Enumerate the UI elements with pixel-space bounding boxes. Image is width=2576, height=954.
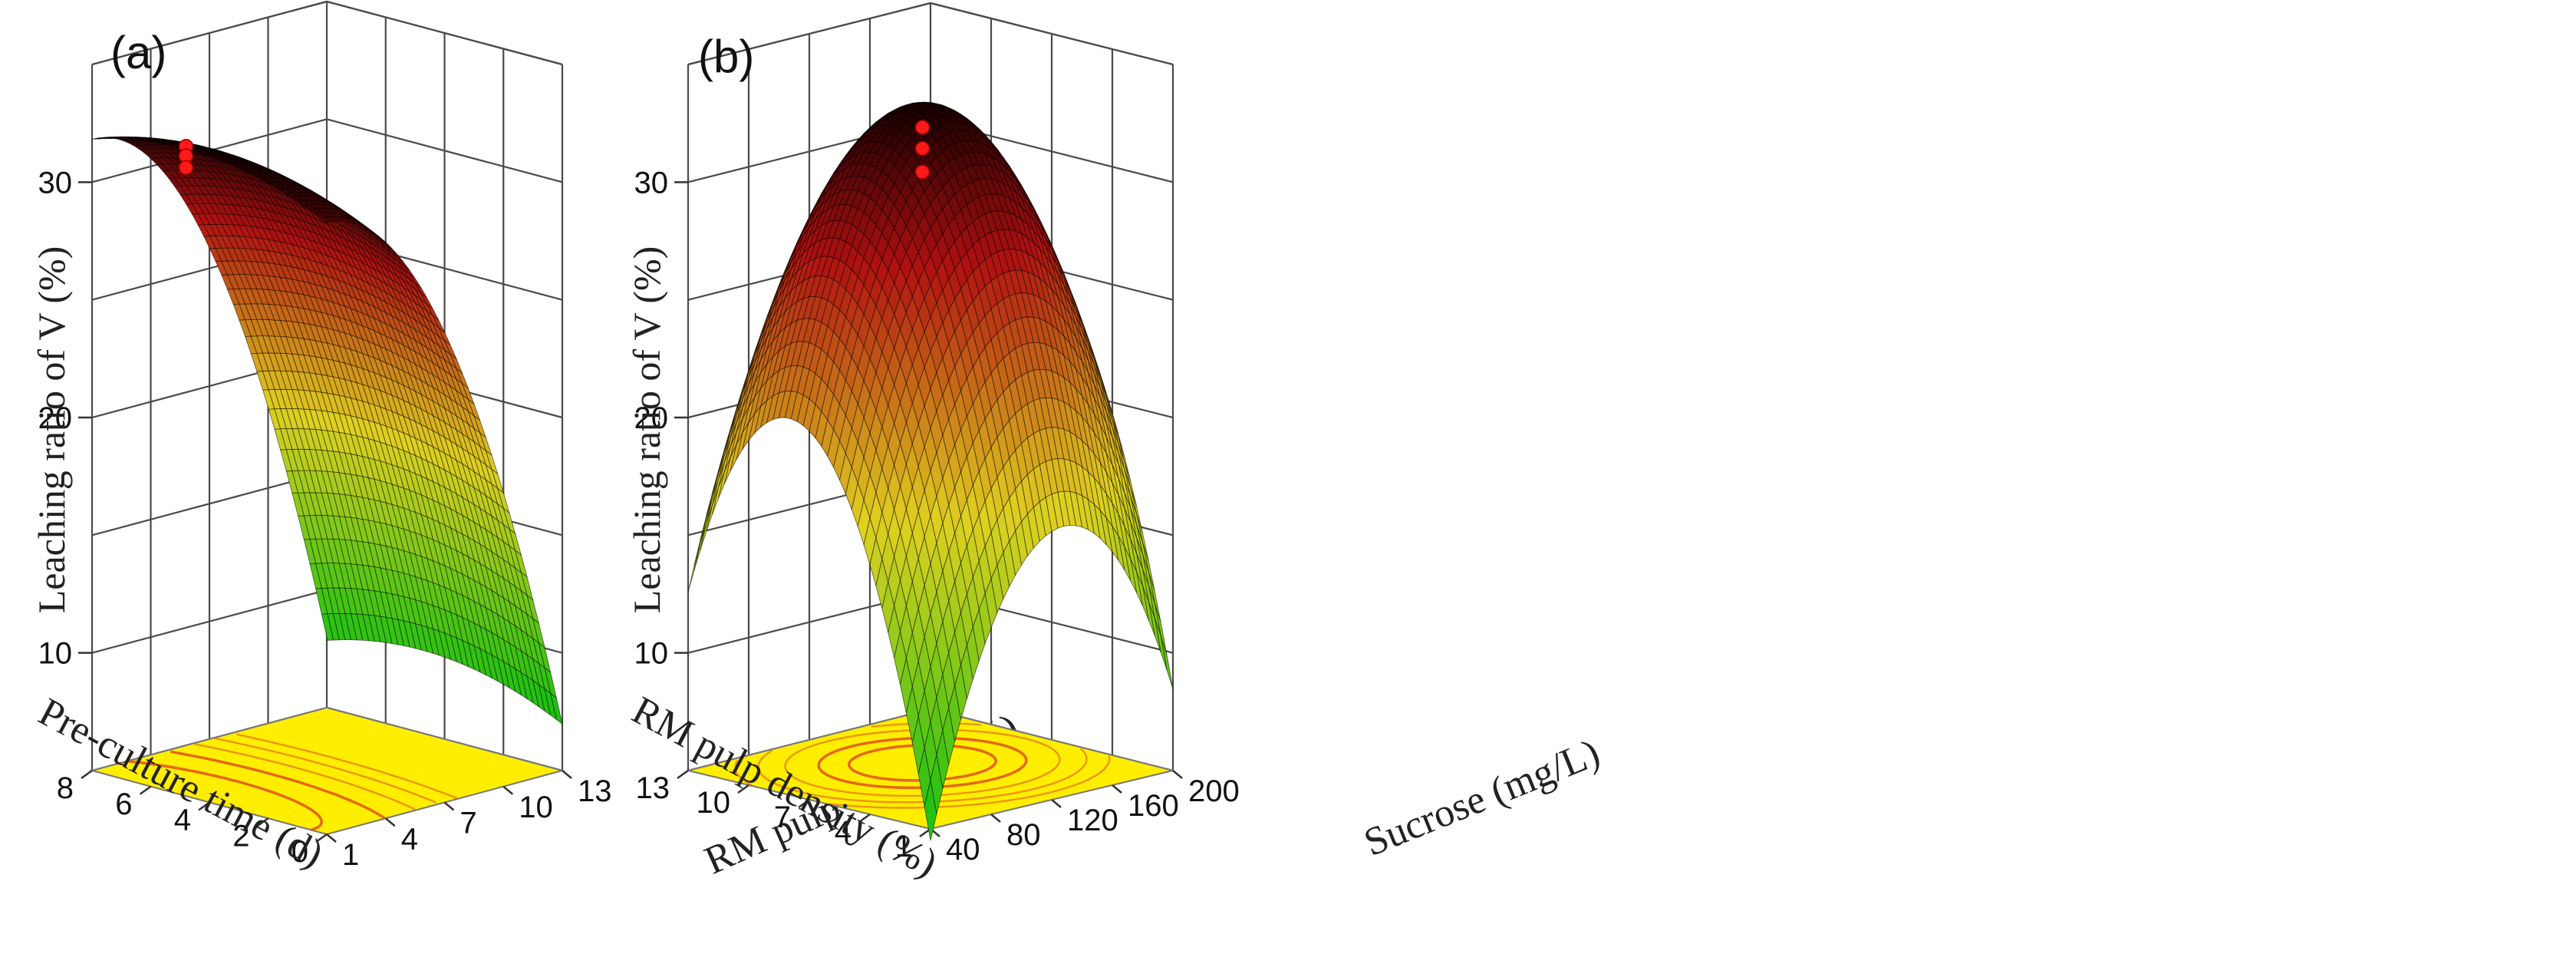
pa-contour-0 [128,760,323,832]
pa-rtick-0 [326,834,337,843]
pa-contour-1 [170,750,386,820]
pb-rtick-label-2: 120 [1067,804,1118,837]
pa-ltick-label-1: 2 [232,819,249,853]
pa-ltick-0 [315,833,328,843]
pb-surface-cell [1160,635,1174,689]
pb-ltick-label-2: 7 [774,801,791,834]
pa-rtick-4 [562,770,572,779]
pb-contour-2 [784,728,1061,797]
pb-response-surface [687,101,1174,841]
pb-right-axis-title: Sucrose (mg/L) [1359,731,1606,865]
pb-design-point-2 [914,164,931,180]
pb-rtick-4 [1172,770,1183,779]
pb-ltick-label-1: 4 [835,815,852,849]
pb-design-point-0 [914,120,931,135]
pa-contour-2 [194,743,416,810]
pa-contour-4 [236,733,458,800]
pa-rtick-1 [384,817,396,827]
pa-contour-3 [213,737,437,804]
pa-response-surface [91,136,563,725]
pb-ltick-label-4: 13 [636,771,670,805]
pa-ztick-label-1: 20 [38,401,73,435]
pa-panel-label: (a) [110,27,166,78]
pb-ltick-4 [677,769,689,780]
pa-ltick-3 [139,785,152,795]
pa-rtick-2 [443,801,455,811]
pa-rtick-3 [502,785,514,795]
pb-rtick-1 [990,814,1001,823]
pa-ltick-1 [256,817,269,827]
pa-ltick-label-0: 0 [292,835,308,869]
pb-rtick-label-3: 160 [1128,789,1179,823]
pb-panel-label: (b) [698,31,754,82]
pa-ltick-label-2: 4 [174,804,191,837]
pa-rtick-label-0: 1 [342,838,359,872]
pa-rtick-label-4: 13 [578,774,612,808]
pb-surface-cell [924,780,937,841]
pb-rtick-label-0: 40 [946,833,980,867]
pa-ltick-4 [81,769,93,780]
panel-b: 10 20 30 1 4 7 10 13 40 80 120 160 200 Leaching ratio… [625,2,1606,886]
pa-ztick-label-0: 10 [38,637,73,671]
pb-rtick-label-4: 200 [1188,774,1240,808]
pb-design-points [914,120,931,180]
pb-ltick-3 [737,784,749,794]
pb-ztick-label-1: 20 [634,401,669,435]
pa-surface-cell [320,216,334,223]
pb-ltick-1 [858,813,871,824]
pb-rtick-3 [1112,784,1122,794]
pb-rtick-2 [1051,799,1062,808]
pb-ztick-label-2: 30 [634,166,669,200]
pa-rtick-label-3: 10 [519,791,553,824]
pa-design-points [178,139,194,176]
pa-ltick-label-3: 6 [115,787,132,821]
pb-ltick-label-0: 1 [895,830,912,863]
pb-ltick-label-3: 10 [697,786,731,820]
pb-ztick-label-0: 10 [634,637,669,671]
pa-ztick-label-2: 30 [38,166,73,200]
pa-rtick-label-1: 4 [401,822,418,856]
pa-ltick-label-4: 8 [57,771,74,805]
pb-design-point-1 [914,140,931,157]
pa-z-axis-title: Leaching ratio of V (%) [30,246,73,614]
pb-rtick-label-1: 80 [1006,818,1041,852]
pa-rtick-label-2: 7 [460,807,477,840]
pa-ltick-2 [198,801,210,811]
pb-ltick-2 [798,798,810,809]
pb-z-axis-title: Leaching ratio of V (%) [625,246,668,614]
pa-design-point-2 [178,160,194,176]
